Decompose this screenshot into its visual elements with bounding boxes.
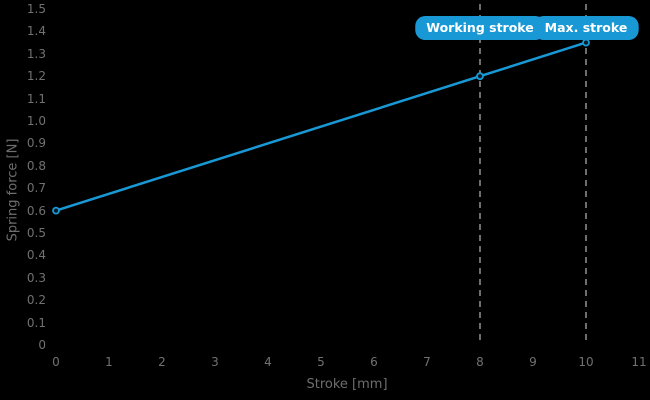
x-tick-label: 1 bbox=[105, 355, 113, 369]
x-tick-label: 0 bbox=[52, 355, 60, 369]
y-tick-label: 0.4 bbox=[26, 248, 46, 263]
y-tick-label: 1.5 bbox=[26, 2, 46, 16]
x-tick-label: 5 bbox=[317, 355, 325, 369]
y-tick-label: 1.0 bbox=[26, 114, 46, 128]
x-tick-label: 10 bbox=[578, 355, 594, 369]
y-tick-label: 0.3 bbox=[26, 270, 46, 285]
x-tick-label: 3 bbox=[211, 355, 219, 369]
x-tick-label: 9 bbox=[529, 355, 537, 369]
x-tick-label: 11 bbox=[631, 355, 647, 369]
y-tick-label: 1.3 bbox=[26, 46, 46, 61]
y-tick-label: 1.1 bbox=[26, 91, 46, 106]
data-point-marker bbox=[52, 206, 60, 215]
y-tick-label: 0.5 bbox=[26, 226, 46, 240]
y-tick-label: 0 bbox=[38, 338, 46, 352]
x-tick-label: 7 bbox=[423, 355, 431, 369]
x-tick-label: 4 bbox=[264, 355, 272, 369]
y-tick-label: 0.2 bbox=[26, 293, 46, 308]
y-tick-label: 0.6 bbox=[26, 203, 46, 218]
data-point-marker bbox=[476, 72, 484, 81]
annotation-badge-working-stroke: Working stroke bbox=[415, 16, 545, 40]
data-point-marker bbox=[582, 38, 590, 47]
y-tick-label: 0.9 bbox=[26, 136, 46, 151]
annotation-badge-max-stroke: Max. stroke bbox=[533, 16, 639, 40]
x-tick-label: 6 bbox=[370, 355, 378, 369]
x-tick-label: 2 bbox=[158, 355, 166, 369]
y-tick-label: 1.4 bbox=[26, 24, 46, 39]
y-axis-title: Spring force [N] bbox=[5, 138, 21, 242]
y-tick-label: 0.1 bbox=[26, 315, 46, 330]
spring-force-line bbox=[54, 41, 588, 212]
y-tick-label: 0.7 bbox=[26, 181, 46, 196]
x-axis-title: Stroke [mm] bbox=[306, 377, 388, 392]
y-tick-label: 0.8 bbox=[26, 158, 46, 173]
x-tick-label: 8 bbox=[476, 355, 484, 369]
y-tick-label: 1.2 bbox=[26, 69, 46, 84]
